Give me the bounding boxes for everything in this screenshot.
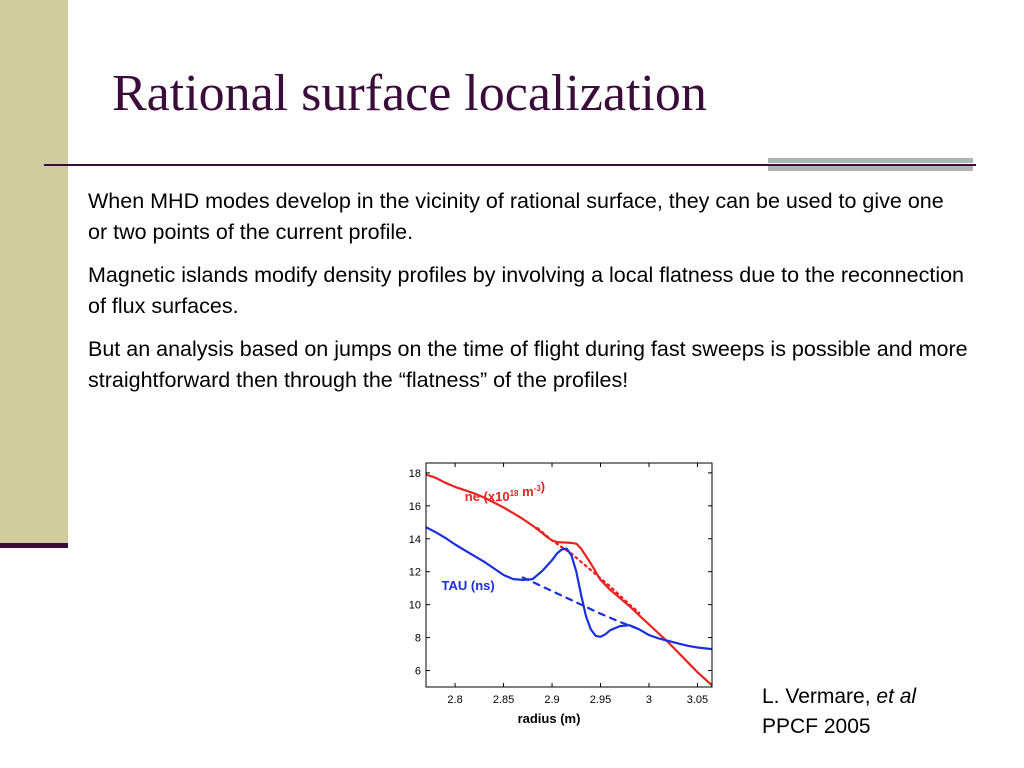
body-paragraph: Magnetic islands modify density profiles…: [88, 263, 965, 318]
series-line-tau: [426, 526, 712, 651]
side-accent-bar: [0, 0, 68, 546]
x-tick-label: 2.8: [447, 694, 462, 706]
x-tick-label: 3.05: [687, 694, 708, 706]
x-tick-label: 2.85: [493, 694, 514, 706]
tau-series-label: TAU (ns): [442, 578, 495, 593]
y-tick-label: 10: [409, 600, 421, 612]
x-tick-label: 2.9: [544, 694, 559, 706]
y-tick-label: 6: [415, 666, 421, 678]
y-tick-label: 18: [409, 468, 421, 480]
title-underline: [44, 164, 976, 166]
y-tick-label: 12: [409, 567, 421, 579]
body-paragraph: When MHD modes develop in the vicinity o…: [88, 189, 944, 244]
x-tick-label: 2.95: [590, 694, 611, 706]
slide-title: Rational surface localization: [112, 65, 707, 122]
body-paragraph: But an analysis based on jumps on the ti…: [88, 337, 968, 392]
y-tick-label: 16: [409, 501, 421, 513]
side-accent-rule: [0, 543, 68, 548]
series-line-ne-fit: [536, 526, 641, 614]
x-tick-label: 3: [646, 694, 652, 706]
ne-series-label: ne (x1018 m-3): [465, 479, 545, 504]
title-underline-accent: [768, 158, 973, 178]
plot-frame: [425, 462, 713, 688]
y-tick-label: 8: [415, 633, 421, 645]
x-axis-label: radius (m): [518, 711, 581, 726]
radius-profile-chart: 6 8 10 12 14 16 18 2.8 2.85 2.9 2.95 3 3.05 radius (m…: [392, 456, 722, 736]
slide-body: When MHD modes develop in the vicinity o…: [88, 186, 968, 408]
citation-journal: PPCF 2005: [762, 715, 871, 738]
y-tick-label: 14: [409, 534, 421, 546]
citation-etal: et al: [876, 685, 917, 708]
series-line-tau-fit: [521, 576, 641, 631]
series-line-ne: [426, 473, 712, 687]
citation-author: L. Vermare,: [762, 685, 871, 708]
citation: L. Vermare, et al PPCF 2005: [762, 682, 916, 742]
chart-svg: 6 8 10 12 14 16 18 2.8 2.85 2.9 2.95 3 3.05 radius (m…: [409, 462, 713, 726]
